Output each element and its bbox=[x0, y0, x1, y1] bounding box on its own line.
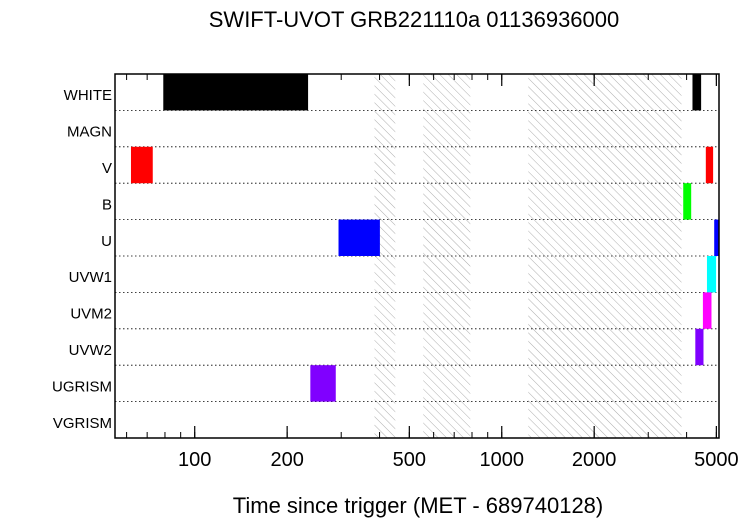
chart-title: SWIFT-UVOT GRB221110a 01136936000 bbox=[209, 7, 620, 32]
x-tick-label-0: 100 bbox=[178, 449, 211, 471]
exposure-bar-white-1 bbox=[692, 74, 702, 111]
filter-label-b: B bbox=[102, 196, 112, 213]
filter-label-v: V bbox=[102, 160, 112, 177]
x-tick-label-5: 5000 bbox=[694, 449, 739, 471]
exposure-bar-b-4 bbox=[683, 183, 692, 220]
filter-labels: WHITE MAGN V B U UVW1 UVM2 UVW2 UGRISM VGRISM bbox=[52, 87, 112, 432]
exposure-bar-u-6 bbox=[714, 219, 719, 256]
x-tick-label-4: 2000 bbox=[572, 449, 617, 471]
gap-0 bbox=[374, 74, 396, 438]
exposure-bar-uvm2-8 bbox=[702, 292, 712, 329]
filter-label-uvm2: UVM2 bbox=[70, 306, 112, 323]
filter-label-magn: MAGN bbox=[67, 124, 112, 141]
filter-label-ugrism: UGRISM bbox=[52, 378, 112, 395]
exposure-bar-white-0 bbox=[163, 74, 309, 111]
filter-label-white: WHITE bbox=[64, 87, 112, 104]
exposure-bar-uvw2-9 bbox=[695, 328, 704, 366]
exposure-bar-ugrism-10 bbox=[310, 365, 336, 402]
x-tick-label-2: 500 bbox=[393, 449, 426, 471]
x-axis-label: Time since trigger (MET - 689740128) bbox=[233, 493, 604, 518]
exposure-bar-v-3 bbox=[705, 146, 714, 184]
exposure-bar-uvw1-7 bbox=[706, 256, 717, 293]
filter-label-vgrism: VGRISM bbox=[53, 415, 112, 432]
filter-label-uvw2: UVW2 bbox=[69, 342, 112, 359]
x-axis-ticks: 100 200 500 1000 2000 5000 bbox=[126, 74, 739, 471]
exposure-bar-u-5 bbox=[338, 219, 380, 256]
x-tick-label-3: 1000 bbox=[480, 449, 525, 471]
exposure-bar-v-2 bbox=[130, 146, 153, 184]
exposure-bars bbox=[130, 74, 719, 402]
filter-label-u: U bbox=[101, 233, 112, 250]
x-tick-label-1: 200 bbox=[270, 449, 303, 471]
plot-frame bbox=[114, 73, 720, 439]
filter-label-uvw1: UVW1 bbox=[69, 269, 112, 286]
